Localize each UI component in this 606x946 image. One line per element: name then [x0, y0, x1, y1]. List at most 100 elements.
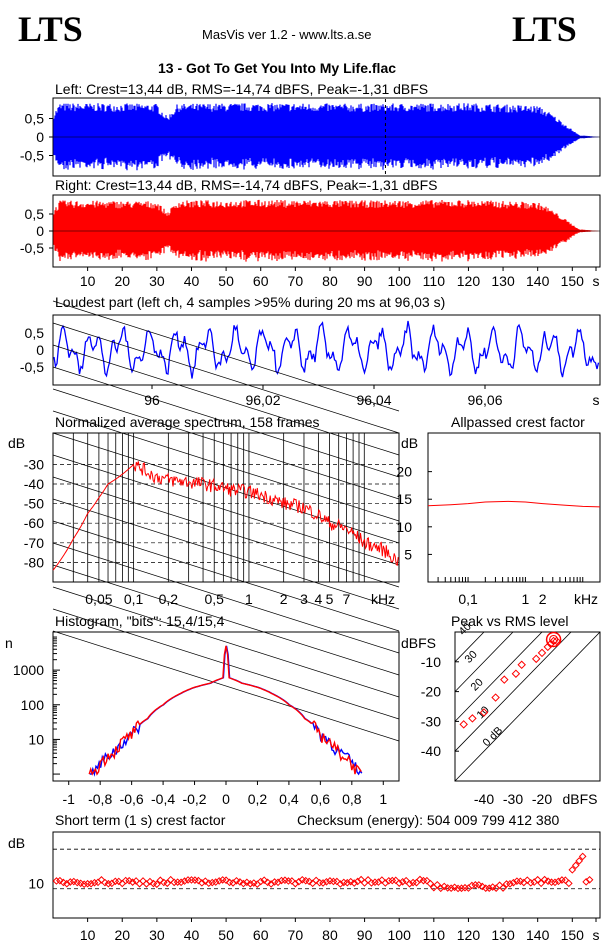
time-xtick: 10: [80, 273, 96, 289]
stc-point: [578, 852, 587, 861]
histogram-xtick: -1: [63, 791, 76, 807]
time-xtick: 30: [149, 273, 165, 289]
pvr-ytick: -40: [421, 743, 441, 759]
logo-right: LTS: [512, 9, 577, 49]
stc-ytick: 10: [28, 876, 44, 892]
loudest-xtick: 96,06: [467, 392, 502, 408]
stc-xtick: 100: [388, 927, 412, 943]
pvr-ytick: -20: [421, 684, 441, 700]
stc-point: [263, 878, 272, 887]
crest-frame: [427, 432, 601, 583]
stc-xtick: 140: [526, 927, 550, 943]
left-waveform-ytick: 0,5: [25, 111, 45, 127]
stc-point: [582, 878, 590, 886]
stc-point: [540, 875, 549, 884]
loudest-xtick: 96: [144, 392, 160, 408]
left-waveform-title: Left: Crest=13,44 dB, RMS=-14,74 dBFS, P…: [55, 81, 429, 97]
spectrum-xtick: 0,2: [159, 591, 179, 607]
pvr-overall-marker: [545, 631, 562, 648]
time-xtick: 130: [491, 273, 515, 289]
pvr-point: [459, 720, 468, 729]
spectrum-slope-line: [52, 322, 400, 434]
spectrum-xtick: kHz: [371, 591, 395, 607]
histogram-ytick: 10: [28, 731, 44, 747]
loudest-ytick: 0: [36, 342, 44, 358]
stc-xtick: 60: [253, 927, 269, 943]
pvr-frame: [454, 631, 601, 782]
histogram-ytick: 1000: [13, 662, 44, 678]
loudest-ytick: 0,5: [25, 325, 45, 341]
stc-xtick: 40: [184, 927, 200, 943]
stc-point: [180, 877, 189, 885]
app-version: MasVis ver 1.2 - www.lts.a.se: [202, 27, 372, 42]
stc-xtick: 130: [491, 927, 515, 943]
stc-point: [485, 884, 494, 893]
pvr-xtick: -30: [503, 791, 523, 807]
spectrum-xtick: 1: [245, 591, 253, 607]
stc-point: [544, 877, 552, 885]
histogram-xtick: 0,8: [342, 791, 362, 807]
stc-point: [125, 876, 133, 885]
spectrum-ytick: -30: [24, 456, 44, 472]
histogram-xtick: 0,4: [279, 791, 299, 807]
stc-point: [249, 879, 258, 887]
peak-vs-rms-title: Peak vs RMS level: [451, 613, 569, 629]
stc-xtick: 80: [322, 927, 338, 943]
stc-point: [565, 879, 573, 888]
pvr-point: [500, 675, 509, 684]
spectrum-ylabel: dB: [8, 435, 25, 451]
pvr-xtick: -40: [474, 791, 494, 807]
pvr-point: [537, 648, 547, 658]
loudest-ytick: -0,5: [20, 359, 44, 375]
checksum: Checksum (energy): 504 009 799 412 380: [297, 812, 560, 828]
stc-point: [402, 876, 410, 885]
time-xtick: 60: [253, 273, 269, 289]
pvr-xtick: -20: [532, 791, 552, 807]
stc-xtick: s: [593, 927, 600, 943]
stc-ylabel: dB: [8, 835, 25, 851]
crest-xtick: 1: [522, 591, 530, 607]
stc-point: [239, 879, 248, 888]
spectrum-xtick: 7: [343, 591, 351, 607]
spectrum-frame: [52, 432, 400, 583]
spectrum-slope-line: [52, 608, 400, 720]
pvr-point: [517, 660, 526, 670]
stc-point: [274, 878, 282, 887]
stc-point: [585, 875, 594, 884]
crest-series: [427, 500, 601, 508]
spectrum-slope-line: [52, 498, 400, 610]
right-waveform-ytick: 0,5: [25, 206, 45, 222]
histogram-xtick: -0,2: [182, 791, 206, 807]
right-waveform-signal: [53, 199, 599, 262]
stc-point: [506, 880, 514, 888]
pvr-crest-line: [454, 631, 485, 663]
stc-point: [433, 880, 442, 889]
stc-point: [533, 875, 542, 884]
stc-point: [59, 878, 68, 887]
stc-point: [211, 878, 220, 886]
stc-point: [488, 883, 497, 891]
stc-point: [336, 880, 345, 888]
stc-point: [374, 878, 383, 886]
spectrum-xtick: 5: [326, 591, 334, 607]
stc-xtick: 110: [423, 927, 446, 943]
stc-xtick: 50: [218, 927, 234, 943]
stc-point: [153, 880, 161, 889]
pvr-ytick: -10: [421, 654, 441, 670]
pvr-crest-line: [454, 631, 572, 752]
spectrum-ytick: -50: [24, 496, 44, 512]
stc-point: [346, 877, 355, 886]
stc-point: [128, 878, 137, 886]
stc-point: [554, 877, 563, 886]
stc-point: [343, 878, 352, 887]
stc-point: [63, 879, 71, 888]
stc-point: [267, 880, 275, 888]
stc-point: [291, 879, 300, 888]
stc-point: [350, 879, 359, 887]
stc-point: [146, 877, 154, 886]
stc-point: [499, 884, 507, 892]
time-xtick: 90: [357, 273, 373, 289]
spectrum-slope-line: [52, 366, 400, 478]
stc-point: [495, 881, 504, 890]
